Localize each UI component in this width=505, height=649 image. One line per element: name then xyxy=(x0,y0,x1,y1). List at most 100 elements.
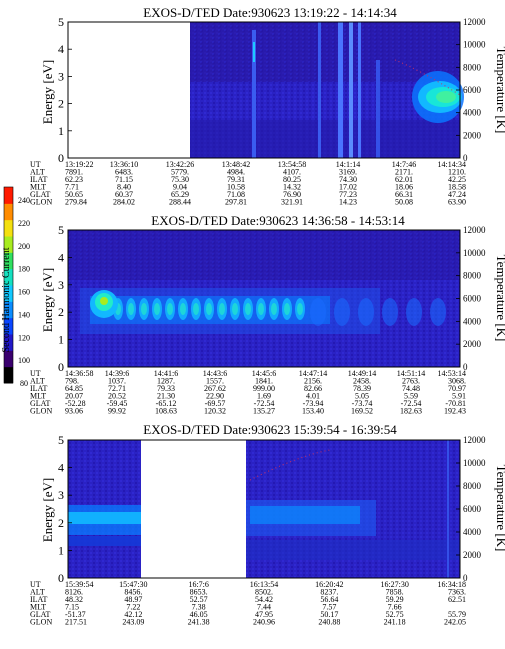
panel-2-band-tail xyxy=(430,298,446,326)
orbit-cell: 8237. xyxy=(320,588,338,597)
orbit-row-label: ILAT xyxy=(30,384,47,393)
orbit-cell: 7858. xyxy=(386,588,404,597)
orbit-cell: 4.01 xyxy=(306,392,320,401)
orbit-cell: 62.51 xyxy=(448,595,466,604)
orbit-row-label: ILAT xyxy=(30,595,47,604)
y-tick-label: 0 xyxy=(58,360,64,374)
y-tick-label: 1 xyxy=(58,333,64,347)
orbit-cell: 14:43:6 xyxy=(203,369,227,378)
orbit-cell: 3169. xyxy=(339,168,357,177)
orbit-cell: 14.23 xyxy=(339,198,357,207)
colorbar-swatch xyxy=(4,350,13,368)
orbit-cell: 14:1:14 xyxy=(336,160,360,169)
orbit-cell: 10.58 xyxy=(227,183,245,192)
panel-1-title: EXOS-D/TED Date:930623 13:19:22 - 14:14:… xyxy=(143,5,397,20)
y2-tick-label: 6000 xyxy=(463,294,482,304)
y2-tick-label: 6000 xyxy=(463,504,482,514)
orbit-cell: 13:42:26 xyxy=(166,160,194,169)
panel-2-y-axis: 0 1 2 3 4 5 xyxy=(58,223,72,374)
orbit-cell: 50.65 xyxy=(65,190,83,199)
orbit-row-label: ALT xyxy=(30,588,45,597)
orbit-cell: -59.45 xyxy=(107,399,128,408)
y2-tick-label: 10000 xyxy=(463,458,486,468)
panel-2-band-core xyxy=(271,303,277,315)
y2-tick-label: 8000 xyxy=(463,62,482,72)
orbit-cell: 182.63 xyxy=(400,407,422,416)
orbit-cell: 62.01 xyxy=(395,175,413,184)
orbit-cell: 15:47:30 xyxy=(119,580,147,589)
y2-tick-label: 10000 xyxy=(463,248,486,258)
panel-2-ylabel: Energy [eV] xyxy=(40,268,55,332)
orbit-cell: -52.28 xyxy=(65,399,86,408)
colorbar-swatch xyxy=(4,252,13,270)
y2-tick-label: 4000 xyxy=(463,527,482,537)
orbit-cell: 7.38 xyxy=(192,603,206,612)
colorbar-ticks: 240 220 200 180 160 140 120 100 80 xyxy=(18,196,30,388)
y-tick-label: 0 xyxy=(58,571,64,585)
orbit-cell: 2458. xyxy=(353,377,371,386)
orbit-cell: -70.81 xyxy=(445,399,466,408)
orbit-cell: 135.27 xyxy=(253,407,275,416)
orbit-cell: 14:41:6 xyxy=(154,369,178,378)
orbit-row-label: ALT xyxy=(30,168,45,177)
orbit-cell: 48.97 xyxy=(124,595,142,604)
y2-tick-label: 8000 xyxy=(463,481,482,491)
panel-3-title: EXOS-D/TED Date:930623 15:39:54 - 16:39:… xyxy=(143,422,397,437)
y-tick-label: 5 xyxy=(58,223,64,237)
colorbar-tick-label: 160 xyxy=(18,288,30,297)
orbit-cell: 7363. xyxy=(448,588,466,597)
orbit-row-label: GLON xyxy=(30,407,52,416)
orbit-cell: 47.24 xyxy=(448,190,466,199)
orbit-cell: -73.94 xyxy=(303,399,324,408)
orbit-cell: -73.74 xyxy=(352,399,373,408)
panel-2-title: EXOS-D/TED Date:930623 14:36:58 - 14:53:… xyxy=(151,213,405,228)
orbit-cell: 1557. xyxy=(206,377,224,386)
orbit-cell: 1.69 xyxy=(257,392,271,401)
orbit-cell: 14:7:46 xyxy=(392,160,416,169)
orbit-cell: 15:39:54 xyxy=(65,580,93,589)
panel-2-band-tail xyxy=(358,298,374,326)
y2-tick-label: 2000 xyxy=(463,550,482,560)
panel-3-orbit-table: UTALTILATMLTGLATGLON15:39:548126.48.327.… xyxy=(30,580,466,627)
orbit-row-label: ALT xyxy=(30,377,45,386)
orbit-cell: 16:7:6 xyxy=(188,580,208,589)
colorbar-tick-label: 100 xyxy=(18,356,30,365)
orbit-cell: 66.31 xyxy=(395,190,413,199)
orbit-cell: 62.23 xyxy=(65,175,83,184)
orbit-row-label: MLT xyxy=(30,603,46,612)
panel-2-orbit-table: UTALTILATMLTGLATGLON14:36:58798.64.8520.… xyxy=(30,369,466,416)
orbit-cell: -51.37 xyxy=(65,610,86,619)
orbit-cell: 63.90 xyxy=(448,198,466,207)
colorbar-swatch xyxy=(4,301,13,319)
orbit-row-label: GLAT xyxy=(30,610,51,619)
orbit-cell: 16:34:18 xyxy=(438,580,466,589)
panel-3-y2-axis: 0 2000 4000 6000 8000 10000 12000 xyxy=(456,435,486,583)
orbit-cell: 217.51 xyxy=(65,618,87,627)
orbit-cell: 78.39 xyxy=(353,384,371,393)
orbit-cell: 75.30 xyxy=(171,175,189,184)
colorbar-tick-label: 180 xyxy=(18,265,30,274)
orbit-row-label: MLT xyxy=(30,392,46,401)
orbit-row-label: GLON xyxy=(30,198,52,207)
y-tick-label: 4 xyxy=(58,461,64,475)
orbit-cell: 7.57 xyxy=(322,603,336,612)
orbit-cell: 7.15 xyxy=(65,603,79,612)
orbit-cell: 5779. xyxy=(171,168,189,177)
colorbar-swatch xyxy=(4,219,13,237)
panel-3-ylabel: Energy [eV] xyxy=(40,478,55,542)
orbit-cell: 108.63 xyxy=(155,407,177,416)
orbit-cell: 14:53:14 xyxy=(438,369,466,378)
orbit-cell: 64.85 xyxy=(65,384,83,393)
panel-1-burst xyxy=(338,22,343,158)
panel-2-band-core xyxy=(219,303,225,315)
orbit-cell: 20.07 xyxy=(65,392,83,401)
y2-tick-label: 6000 xyxy=(463,85,482,95)
orbit-cell: 54.42 xyxy=(255,595,273,604)
orbit-cell: 4984. xyxy=(227,168,245,177)
panel-2-band-core xyxy=(232,303,238,315)
orbit-cell: 192.43 xyxy=(444,407,466,416)
panel-2-band-core xyxy=(284,303,290,315)
panel-2-band-core xyxy=(154,303,160,315)
orbit-cell: 13:54:58 xyxy=(278,160,306,169)
panel-2-band-tail xyxy=(310,298,326,326)
